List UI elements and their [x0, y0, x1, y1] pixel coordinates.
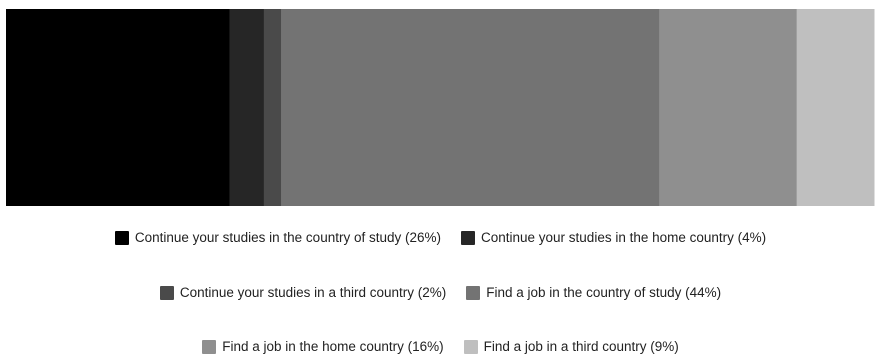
legend-row: Continue your studies in a third country…: [0, 285, 881, 300]
legend-label: Find a job in the country of study (44%): [486, 285, 722, 300]
legend-item: Find a job in the country of study (44%): [466, 285, 721, 300]
bar-segment-2: [229, 9, 265, 206]
legend-swatch: [202, 339, 217, 354]
bar-segment-3: [263, 9, 282, 206]
legend-item: Continue your studies in the country of …: [114, 230, 441, 245]
bar-segment-4: [281, 9, 660, 206]
legend-row: Continue your studies in the country of …: [0, 230, 881, 245]
legend-label: Continue your studies in a third country…: [179, 285, 447, 300]
legend-swatch: [463, 339, 478, 354]
legend-label: Find a job in a third country (9%): [483, 339, 679, 354]
bar-segment-5: [659, 9, 798, 206]
stacked-bar: [6, 9, 875, 206]
legend-item: Find a job in the home country (16%): [202, 339, 444, 354]
legend-row: Find a job in the home country (16%) Fin…: [0, 339, 881, 354]
legend-swatch: [466, 285, 481, 300]
bar-segment-1: [6, 9, 230, 206]
legend-item: Continue your studies in a third country…: [159, 285, 447, 300]
legend-item: Continue your studies in the home countr…: [461, 230, 766, 245]
bar-segment-6: [796, 9, 875, 206]
legend-item: Find a job in a third country (9%): [463, 339, 679, 354]
legend-swatch: [114, 230, 129, 245]
legend-swatch: [461, 230, 475, 245]
stacked-bar-chart: [6, 9, 875, 206]
legend-label: Continue your studies in the country of …: [134, 230, 441, 245]
legend-label: Continue your studies in the home countr…: [481, 230, 767, 245]
legend-swatch: [159, 285, 174, 300]
legend-label: Find a job in the home country (16%): [222, 339, 444, 354]
